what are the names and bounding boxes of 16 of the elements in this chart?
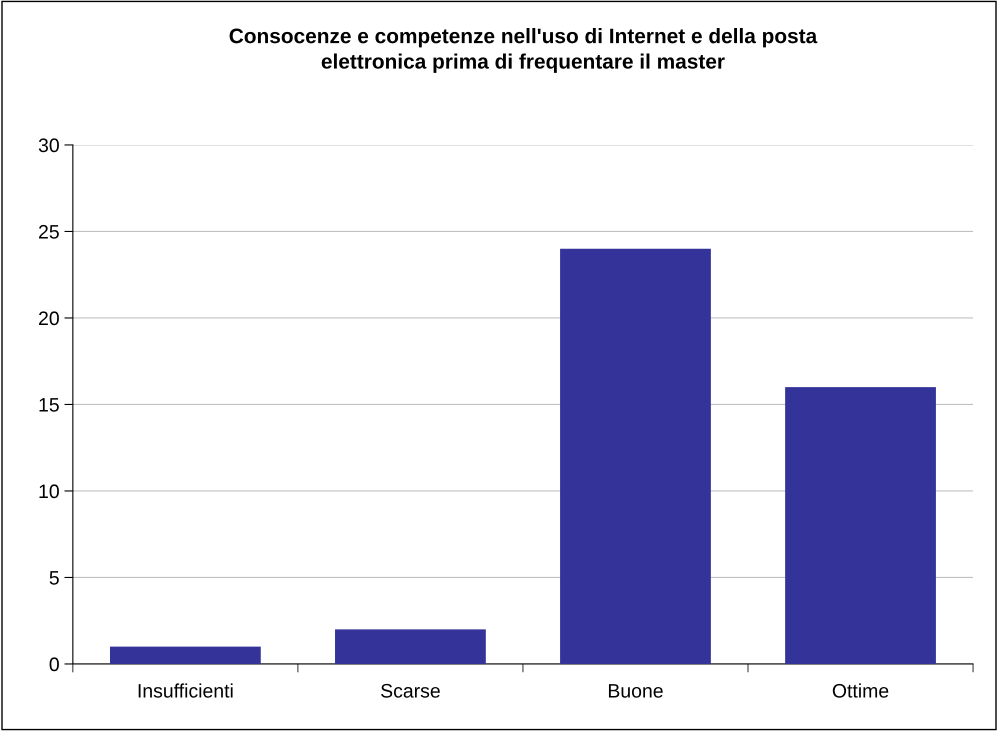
bar [335, 629, 486, 664]
y-tick-label: 0 [50, 657, 59, 672]
y-tick-label: 20 [39, 311, 59, 326]
y-tick-label: 10 [40, 484, 59, 498]
chart-title: Consocenze e competenze nell'uso di Internet e della posta elettronica prima di frequentare il master [230, 28, 818, 73]
y-tick-label: 15 [40, 398, 59, 412]
y-tick-label: 5 [50, 571, 59, 585]
y-tick-label: 30 [38, 138, 59, 152]
bar [560, 248, 711, 664]
x-tick-label: Scarse [381, 684, 440, 698]
x-tick-label: Insufficienti [138, 683, 233, 698]
bar [110, 646, 261, 664]
x-tick-label: Ottime [832, 683, 888, 698]
x-tick-label: Buone [608, 684, 663, 698]
y-tick-label: 25 [39, 224, 59, 239]
bar [785, 387, 936, 664]
